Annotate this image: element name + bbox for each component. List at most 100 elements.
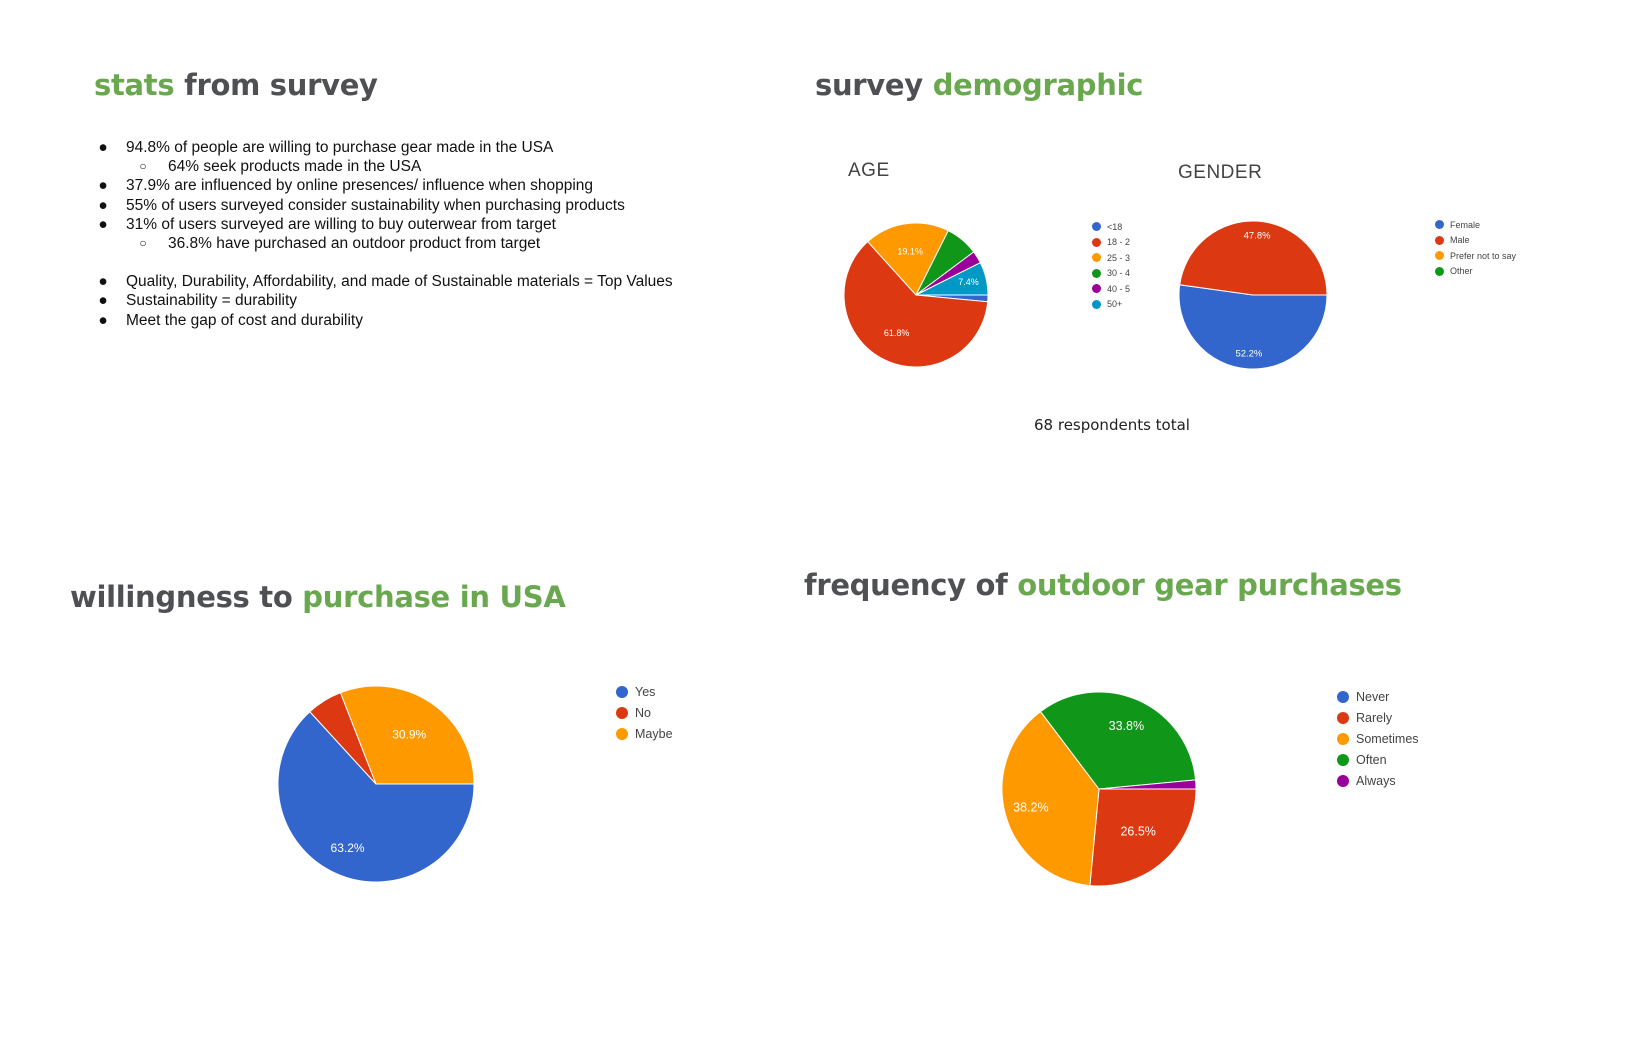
pie-data-label: 19.1% [897,247,923,257]
frequency-heading-green: outdoor gear purchases [1017,568,1402,602]
stats-bullet-text: 55% of users surveyed consider sustainab… [126,196,625,214]
legend-swatch-icon [1337,711,1349,724]
legend-label: Other [1450,266,1473,277]
bullet-icon: ● [98,196,108,214]
legend-swatch-icon [1092,284,1101,294]
demographic-heading: survey demographic [815,68,1143,102]
stats-bullet-item: ● 55% of users surveyed consider sustaina… [96,196,673,215]
stats-bullet-item: ● Quality, Durability, Affordability, and… [96,272,673,291]
legend-swatch-icon [1092,237,1101,247]
bullet-icon: ● [98,292,108,310]
demographic-heading-dark: survey [815,68,923,102]
respondents-total-note: 68 respondents total [1034,416,1190,434]
legend-label: Often [1356,752,1387,767]
pie-slice-male [1179,220,1328,296]
legend-label: <18 [1107,221,1123,232]
stats-bullet-item: ○ 36.8% have purchased an outdoor product… [96,234,673,253]
pie-slice-female [1178,284,1328,370]
stats-heading-green: stats [94,68,175,102]
legend-label: Prefer not to say [1450,250,1517,261]
stats-bullet-text: Quality, Durability, Affordability, and … [126,273,673,291]
legend-item: Always [1337,770,1419,791]
pie-data-label: 47.8% [1244,230,1271,241]
stats-heading-dark: from survey [184,68,378,102]
legend-item: Female [1435,217,1516,233]
legend-label: 25 - 3 [1107,252,1131,263]
pie-data-label: 30.9% [392,728,426,742]
legend-swatch-icon [1092,299,1101,309]
frequency-heading-dark: frequency of [804,568,1008,602]
stats-bullet-text: Meet the gap of cost and durability [126,311,363,329]
legend-item: 18 - 2 [1092,235,1130,251]
stats-bullet-text: Sustainability = durability [126,292,298,310]
demographic-heading-green: demographic [932,68,1144,102]
stats-bullet-item: ● 37.9% are influenced by online presence… [96,176,673,195]
stats-heading: stats from survey [94,68,378,102]
legend-swatch-icon [616,685,628,698]
legend-label: Male [1450,235,1470,246]
stats-bullet-item: ● Sustainability = durability [96,291,673,310]
legend-label: 18 - 2 [1107,237,1131,248]
frequency-heading: frequency of outdoor gear purchases [804,568,1402,602]
bullet-icon: ● [98,177,108,195]
pie-slice-maybe [339,685,475,785]
pie-slice-18-2 [843,240,989,368]
legend-swatch-icon [1092,222,1101,232]
stats-bullet-item: ● Meet the gap of cost and durability [96,311,673,330]
pie-slice-often [1039,691,1197,790]
age-pie-chart: 61.8% 19.1% 7.4% [843,222,989,368]
pie-slice-25-3 [867,222,949,296]
legend-swatch-icon [1092,253,1101,263]
legend-swatch-icon [1092,268,1101,278]
stats-bullet-text: 36.8% have purchased an outdoor product … [168,235,541,253]
frequency-pie-chart: 26.5% 38.2% 33.8% [1001,691,1197,887]
age-chart-title: AGE [848,160,890,181]
pie-data-label: 7.4% [958,277,979,287]
gender-legend: Female Male Prefer not to say Other [1435,217,1516,279]
frequency-legend: Never Rarely Sometimes Often Always [1337,686,1419,791]
pie-data-label: 63.2% [331,841,365,855]
legend-swatch-icon [1337,753,1349,766]
legend-item: 30 - 4 [1092,266,1130,282]
stats-bullet-text: 64% seek products made in the USA [168,158,422,176]
legend-item: <18 [1092,219,1130,235]
usa-legend: Yes No Maybe [616,681,673,744]
legend-item: 50+ [1092,297,1130,313]
legend-item: 25 - 3 [1092,250,1130,266]
pie-data-label: 61.8% [884,328,910,338]
stats-bullet-item: ○ 64% seek products made in the USA [96,157,673,176]
gender-chart-title: GENDER [1178,162,1263,183]
legend-item: Often [1337,749,1419,770]
legend-swatch-icon [1337,732,1349,745]
pie-slice-sometimes [1001,710,1100,887]
pie-slice-rarely [1089,788,1197,887]
legend-label: Rarely [1356,710,1393,725]
bullet-icon: ● [98,273,108,291]
legend-label: 40 - 5 [1107,283,1131,294]
age-legend: <18 18 - 2 25 - 3 30 - 4 40 - 5 50+ [1092,219,1130,312]
gender-pie-chart: 52.2% 47.8% [1178,220,1328,370]
pie-slice-50 [915,262,989,296]
legend-swatch-icon [616,727,628,740]
legend-swatch-icon [1435,251,1444,261]
stats-bullet-item: ● 94.8% of people are willing to purchase… [96,138,673,157]
legend-label: Always [1356,773,1396,788]
legend-item: Rarely [1337,707,1419,728]
usa-heading-dark: willingness to [70,580,293,614]
bullet-icon: ● [98,139,108,156]
usa-heading-green: purchase in USA [302,580,566,614]
stats-bullet-text: 94.8% of people are willing to purchase … [126,139,554,156]
stats-bullet-list: ● 94.8% of people are willing to purchase… [96,138,673,330]
legend-label: Female [1450,219,1481,230]
legend-item: Sometimes [1337,728,1419,749]
legend-label: 30 - 4 [1107,268,1131,279]
stats-bullet-text: 31% of users surveyed are willing to buy… [126,215,556,233]
stats-bullet-item: ● 31% of users surveyed are willing to bu… [96,215,673,234]
stats-bullet-text: 37.9% are influenced by online presences… [126,177,594,195]
legend-item: Never [1337,686,1419,707]
usa-pie-chart: 63.2% 30.9% [277,685,475,883]
legend-swatch-icon [1337,774,1349,787]
pie-slice-yes [277,711,475,883]
legend-label: Maybe [635,726,673,741]
legend-item: Other [1435,264,1516,280]
